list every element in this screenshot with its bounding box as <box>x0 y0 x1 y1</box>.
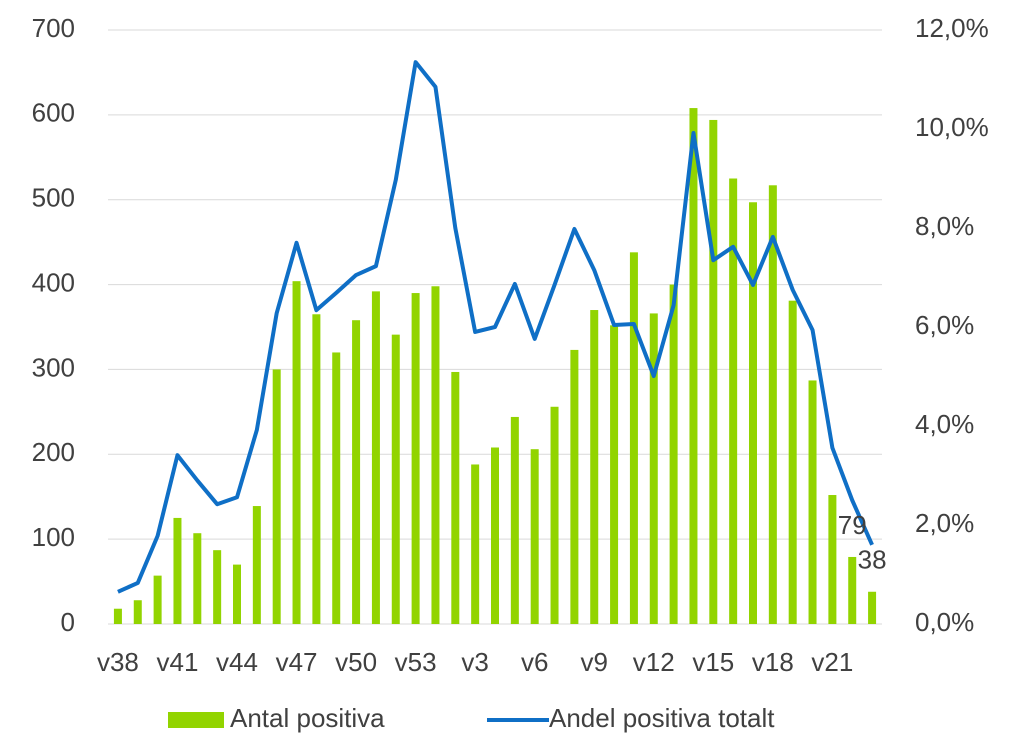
bar <box>292 281 301 624</box>
x-tick-label: v47 <box>276 647 318 677</box>
y2-tick-label: 2,0% <box>915 508 974 538</box>
y2-tick-label: 4,0% <box>915 409 974 439</box>
bar <box>391 334 400 624</box>
y-tick-label: 500 <box>32 183 75 213</box>
x-tick-label: v21 <box>811 647 853 677</box>
y-tick-label: 300 <box>32 352 75 382</box>
bar <box>530 449 539 624</box>
bar <box>610 325 619 624</box>
bar <box>848 556 857 624</box>
bar <box>133 600 142 624</box>
legend-swatch <box>168 712 224 728</box>
bar <box>868 591 877 624</box>
bar <box>312 314 321 624</box>
bar <box>371 291 380 624</box>
y2-tick-label: 0,0% <box>915 607 974 637</box>
y2-tick-label: 10,0% <box>915 112 989 142</box>
bar <box>709 119 718 624</box>
legend-label: Andel positiva totalt <box>549 703 775 733</box>
bar <box>233 564 241 624</box>
x-tick-label: v41 <box>157 647 199 677</box>
y-tick-label: 100 <box>32 522 75 552</box>
bar <box>649 313 658 624</box>
bar <box>590 310 599 624</box>
bar <box>788 300 797 624</box>
bar <box>411 293 420 624</box>
y-tick-label: 0 <box>61 607 75 637</box>
bar <box>252 506 261 624</box>
data-label: 79 <box>838 510 867 540</box>
bar <box>153 575 162 624</box>
x-tick-label: v50 <box>335 647 377 677</box>
bar <box>749 202 757 624</box>
bar <box>451 371 460 624</box>
x-tick-label: v3 <box>461 647 488 677</box>
data-label: 38 <box>858 545 887 575</box>
bar <box>213 550 222 624</box>
x-tick-label: v12 <box>633 647 675 677</box>
x-tick-label: v38 <box>97 647 139 677</box>
legend-label: Antal positiva <box>230 703 385 733</box>
bar <box>113 608 122 624</box>
bar <box>491 447 499 624</box>
y2-tick-label: 12,0% <box>915 13 989 43</box>
bar <box>629 252 638 624</box>
bar <box>510 416 519 624</box>
bar <box>471 464 480 624</box>
x-tick-label: v9 <box>580 647 607 677</box>
y2-tick-label: 8,0% <box>915 211 974 241</box>
bar <box>808 380 817 624</box>
bar <box>669 284 678 624</box>
x-tick-label: v44 <box>216 647 258 677</box>
bar <box>768 185 777 624</box>
y-tick-label: 600 <box>32 98 75 128</box>
bar <box>352 320 361 624</box>
x-tick-label: v18 <box>752 647 794 677</box>
bar <box>272 369 281 624</box>
bar <box>570 349 579 624</box>
y2-tick-label: 6,0% <box>915 310 974 340</box>
x-tick-label: v15 <box>692 647 734 677</box>
bar <box>689 108 698 624</box>
bar <box>729 178 738 624</box>
bar <box>193 533 202 624</box>
bar <box>431 286 440 624</box>
y-tick-label: 700 <box>32 13 75 43</box>
y-tick-label: 200 <box>32 437 75 467</box>
y-tick-label: 400 <box>32 267 75 297</box>
bar <box>550 406 559 624</box>
bar <box>828 495 837 624</box>
bar <box>332 352 341 624</box>
line <box>117 60 874 594</box>
x-tick-label: v6 <box>521 647 548 677</box>
bar <box>173 517 182 624</box>
x-tick-label: v53 <box>395 647 437 677</box>
